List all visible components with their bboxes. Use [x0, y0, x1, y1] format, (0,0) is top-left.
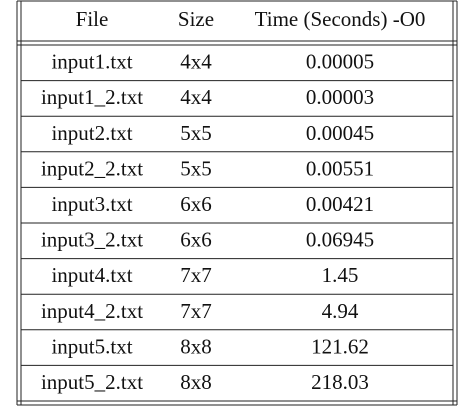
cell: input3.txt: [51, 192, 132, 216]
header-cell: File: [76, 7, 109, 31]
cell: input2_2.txt: [41, 156, 143, 180]
cell: 6x6: [180, 228, 212, 252]
cell: input3_2.txt: [41, 228, 143, 252]
cell: input5.txt: [51, 334, 132, 358]
cell: 4.94: [322, 299, 359, 323]
cell: 0.00421: [306, 192, 374, 216]
cell: 218.03: [311, 370, 369, 394]
cell: 6x6: [180, 192, 212, 216]
cell: 0.06945: [306, 228, 374, 252]
cell: 4x4: [180, 85, 212, 109]
cell: input1_2.txt: [41, 85, 143, 109]
cell: 7x7: [180, 299, 212, 323]
cell: 5x5: [180, 156, 212, 180]
cell: input5_2.txt: [41, 370, 143, 394]
cell: input4_2.txt: [41, 299, 143, 323]
cell: 7x7: [180, 263, 212, 287]
cell: 5x5: [180, 121, 212, 145]
cell: 0.00551: [306, 156, 374, 180]
cell: 0.00045: [306, 121, 374, 145]
cell: 1.45: [322, 263, 359, 287]
cell: 0.00005: [306, 50, 374, 74]
header-cell: Time (Seconds) -O0: [255, 7, 426, 31]
cell: input1.txt: [51, 50, 132, 74]
header-cell: Size: [178, 7, 214, 31]
cell: 4x4: [180, 50, 212, 74]
cell: input2.txt: [51, 121, 132, 145]
cell: 8x8: [180, 370, 212, 394]
cell: input4.txt: [51, 263, 132, 287]
cell: 0.00003: [306, 85, 374, 109]
cell: 8x8: [180, 334, 212, 358]
cell: 121.62: [311, 334, 369, 358]
